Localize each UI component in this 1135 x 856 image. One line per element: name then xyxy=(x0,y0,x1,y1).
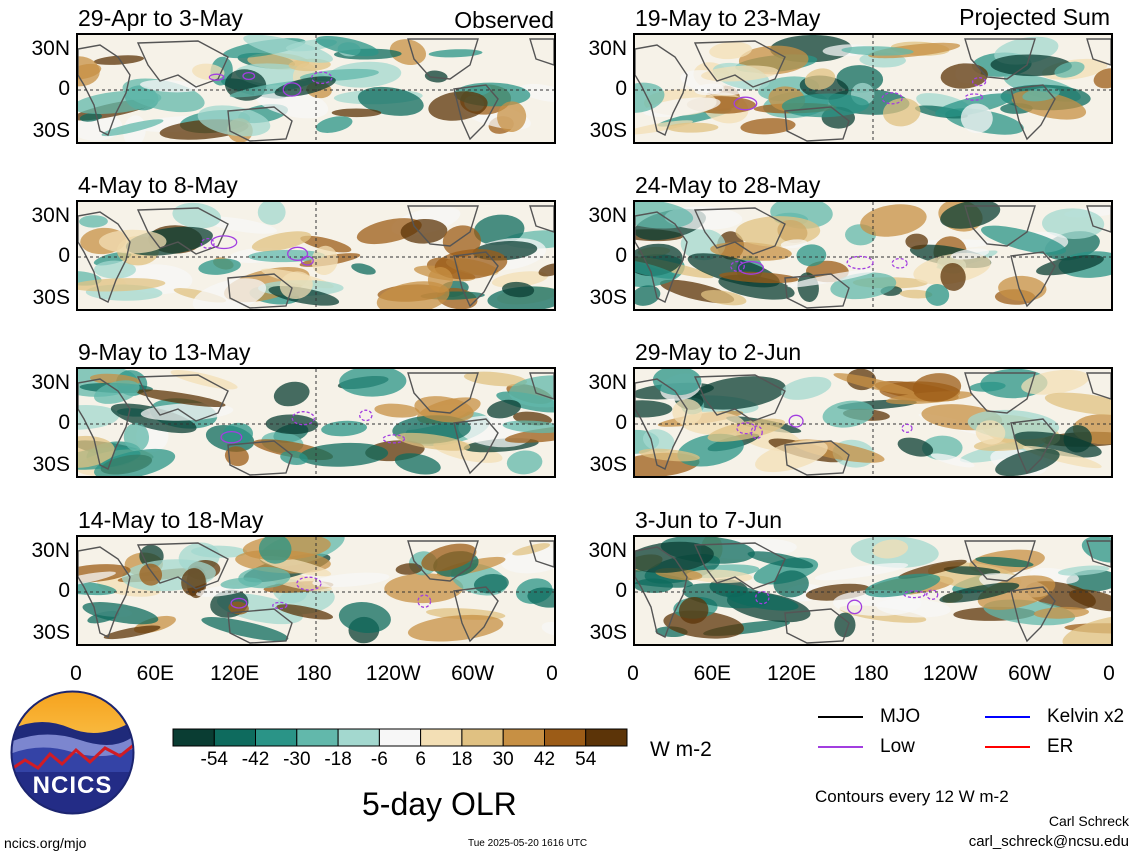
contours-note: Contours every 12 W m-2 xyxy=(815,787,1009,806)
right-ytick-1-2: 0 xyxy=(615,77,627,100)
right-xtick-5: 120W xyxy=(922,662,978,685)
left-panel-title-2: 4-May to 8-May xyxy=(78,172,238,198)
left-ytick-3-2: 0 xyxy=(58,411,70,434)
colorbar-swatch-7 xyxy=(420,728,463,747)
left-ytick-2-1: 30N xyxy=(31,204,70,227)
legend-line-kelvin-x2 xyxy=(985,716,1030,718)
logo-text: NCICS xyxy=(32,772,113,799)
left-ytick-4-2: 0 xyxy=(58,579,70,602)
author-email[interactable]: carl_schreck@ncsu.edu xyxy=(968,833,1129,850)
colorbar-swatch-6 xyxy=(378,728,422,747)
colorbar-units: W m-2 xyxy=(650,738,712,761)
colorbar-swatch-10 xyxy=(544,728,587,747)
right-ytick-2-1: 30N xyxy=(588,204,627,227)
right-xtick-2: 60E xyxy=(693,662,732,685)
colorbar-swatch-5 xyxy=(337,728,380,747)
right-olr-map-4 xyxy=(633,535,1113,646)
main-title: 5-day OLR xyxy=(362,786,517,822)
left-olr-map-2 xyxy=(76,200,556,311)
ncics-logo: NCICS xyxy=(10,690,135,815)
colorbar-label-10: 54 xyxy=(575,749,597,770)
left-xtick-6: 60W xyxy=(451,662,495,685)
right-ytick-3-1: 30N xyxy=(588,371,627,394)
left-ytick-3-1: 30N xyxy=(31,371,70,394)
left-ytick-4-3: 30S xyxy=(32,621,70,644)
legend-line-low xyxy=(818,746,863,748)
left-olr-map-4 xyxy=(76,535,556,646)
colorbar-label-4: -18 xyxy=(324,749,352,770)
projected-sum-label: Projected Sum xyxy=(959,4,1110,30)
right-xtick-4: 180 xyxy=(853,662,889,685)
right-panel-title-3: 29-May to 2-Jun xyxy=(635,339,802,365)
left-xtick-1: 0 xyxy=(70,662,82,685)
right-panel-title-2: 24-May to 28-May xyxy=(635,172,821,198)
right-ytick-2-2: 0 xyxy=(615,244,627,267)
colorbar-swatch-2 xyxy=(213,728,257,747)
left-xtick-4: 180 xyxy=(296,662,332,685)
left-panel-title-4: 14-May to 18-May xyxy=(78,507,264,533)
right-ytick-2-3: 30S xyxy=(589,286,627,309)
legend-label-low: Low xyxy=(880,736,915,757)
colorbar-label-7: 18 xyxy=(451,749,473,770)
legend-line-er xyxy=(985,746,1030,748)
timestamp: Tue 2025-05-20 1616 UTC xyxy=(468,838,588,849)
right-xtick-1: 0 xyxy=(627,662,639,685)
left-ytick-2-3: 30S xyxy=(32,286,70,309)
site-link[interactable]: ncics.org/mjo xyxy=(4,835,87,851)
right-xtick-3: 120E xyxy=(767,662,817,685)
right-ytick-1-3: 30S xyxy=(589,119,627,142)
left-olr-map-3 xyxy=(76,367,556,478)
left-ytick-1-2: 0 xyxy=(58,77,70,100)
author-name: Carl Schreck xyxy=(1048,813,1129,829)
colorbar-label-5: -6 xyxy=(370,749,388,770)
colorbar-swatch-8 xyxy=(461,728,504,747)
left-xtick-5: 120W xyxy=(365,662,421,685)
colorbar xyxy=(172,728,628,753)
left-xtick-7: 0 xyxy=(546,662,558,685)
colorbar-label-8: 30 xyxy=(492,749,514,770)
ncics-logo-graphic xyxy=(10,690,135,815)
colorbar-label-6: 6 xyxy=(415,749,426,770)
colorbar-label-3: -30 xyxy=(283,749,311,770)
right-ytick-3-3: 30S xyxy=(589,453,627,476)
right-ytick-4-2: 0 xyxy=(615,579,627,602)
right-ytick-4-1: 30N xyxy=(588,539,627,562)
left-panel-title-1: 29-Apr to 3-May xyxy=(78,5,243,31)
right-ytick-3-2: 0 xyxy=(615,411,627,434)
left-panel-title-3: 9-May to 13-May xyxy=(78,339,251,365)
right-panel-title-1: 19-May to 23-May xyxy=(635,5,821,31)
right-xtick-6: 60W xyxy=(1008,662,1052,685)
right-ytick-4-3: 30S xyxy=(589,621,627,644)
legend-label-kelvin-x2: Kelvin x2 xyxy=(1047,706,1125,727)
colorbar-swatch-11 xyxy=(585,728,628,747)
left-ytick-1-1: 30N xyxy=(31,37,70,60)
right-olr-map-1 xyxy=(633,33,1113,144)
colorbar-swatch-9 xyxy=(502,728,546,747)
observed-label: Observed xyxy=(454,7,554,33)
colorbar-label-9: 42 xyxy=(533,749,556,770)
left-ytick-4-1: 30N xyxy=(31,539,70,562)
right-olr-map-3 xyxy=(633,367,1113,478)
colorbar-swatch-1 xyxy=(172,728,215,747)
right-olr-map-2 xyxy=(633,200,1113,311)
right-ytick-1-1: 30N xyxy=(588,37,627,60)
left-xtick-2: 60E xyxy=(136,662,175,685)
left-xtick-3: 120E xyxy=(210,662,260,685)
colorbar-swatch-3 xyxy=(255,728,298,747)
right-panel-title-4: 3-Jun to 7-Jun xyxy=(635,507,783,533)
colorbar-swatches xyxy=(172,728,628,747)
right-xtick-7: 0 xyxy=(1103,662,1115,685)
legend-label-er: ER xyxy=(1047,736,1074,757)
colorbar-swatch-4 xyxy=(296,728,339,747)
left-ytick-1-3: 30S xyxy=(32,119,70,142)
colorbar-label-1: -54 xyxy=(200,749,228,770)
left-olr-map-1 xyxy=(76,33,556,144)
legend-label-mjo: MJO xyxy=(880,706,921,727)
legend-line-mjo xyxy=(818,716,863,718)
left-ytick-2-2: 0 xyxy=(58,244,70,267)
colorbar-label-2: -42 xyxy=(241,749,270,770)
left-ytick-3-3: 30S xyxy=(32,453,70,476)
